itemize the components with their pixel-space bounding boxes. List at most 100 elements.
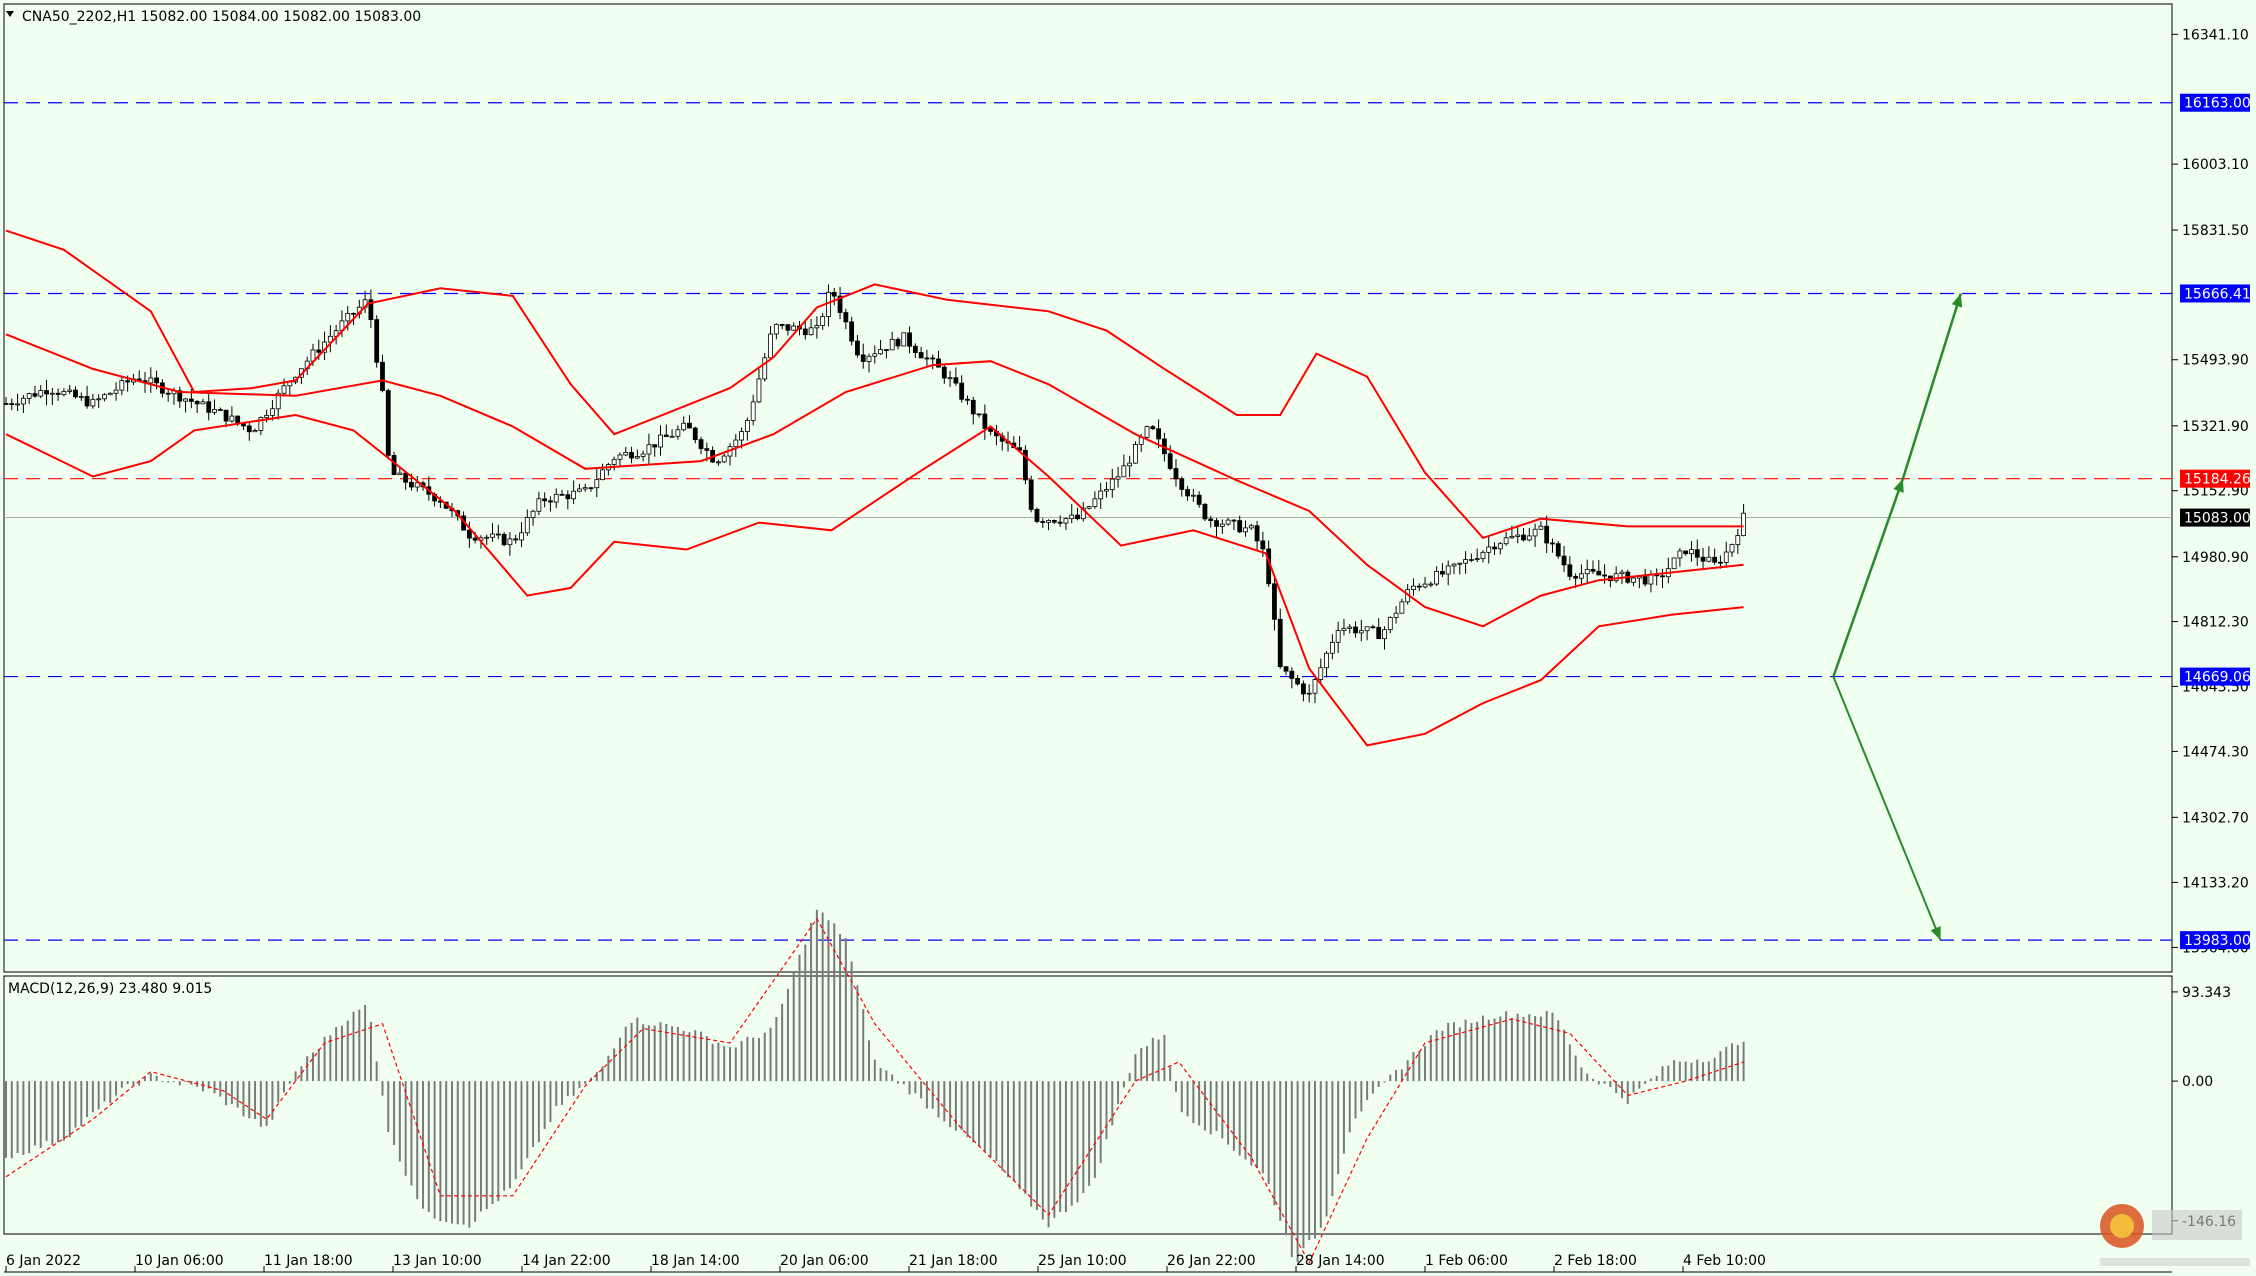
watermark-logo — [2100, 1204, 2250, 1266]
candle-body — [1706, 556, 1712, 562]
candle-body — [1208, 518, 1214, 521]
candle-body — [206, 401, 212, 413]
candle-body — [1445, 565, 1451, 575]
x-tick-label: 18 Jan 14:00 — [651, 1253, 740, 1269]
candle-body — [183, 398, 188, 402]
candle-body — [779, 324, 785, 326]
candle-body — [223, 409, 229, 422]
candle-body — [1613, 573, 1619, 582]
candle-body — [982, 413, 988, 429]
y-tick-label: 14302.70 — [2182, 810, 2249, 826]
candle-body — [1237, 520, 1243, 533]
candle-body — [658, 434, 663, 448]
candle-body — [721, 455, 727, 463]
x-tick-label: 13 Jan 10:00 — [393, 1253, 482, 1269]
level-label: 14669.06 — [2184, 670, 2251, 686]
candle-body — [611, 458, 617, 465]
candle-body — [374, 319, 380, 363]
candle-body — [32, 393, 38, 397]
candle-body — [675, 429, 681, 437]
candle-body — [55, 392, 61, 395]
x-tick-label: 6 Jan 2022 — [6, 1253, 81, 1269]
level-label-box — [2180, 508, 2250, 527]
level-label: 15083.00 — [2184, 511, 2251, 527]
candle-body — [1538, 525, 1544, 530]
candle-body — [246, 425, 252, 433]
candle-body — [820, 316, 826, 326]
candle-body — [1723, 551, 1729, 563]
candle-body — [1283, 666, 1289, 672]
candle-body — [878, 349, 883, 355]
candle-body — [414, 482, 420, 488]
candle-body — [1509, 535, 1515, 539]
candle-body — [1318, 667, 1324, 680]
candle-body — [762, 357, 768, 380]
candle-body — [837, 295, 843, 313]
candle-body — [970, 399, 976, 415]
candle-body — [1729, 544, 1735, 553]
y-tick-label: 16003.10 — [2182, 157, 2249, 173]
candle-body — [490, 533, 495, 538]
candle-body — [1248, 525, 1254, 529]
x-tick-label: 1 Feb 06:00 — [1425, 1253, 1508, 1269]
candle-body — [1567, 564, 1573, 577]
candle-body — [559, 493, 565, 496]
candle-body — [1104, 489, 1109, 492]
x-tick-label: 10 Jan 06:00 — [135, 1253, 224, 1269]
candle-body — [1202, 503, 1208, 520]
candle-body — [907, 332, 912, 347]
candle-body — [409, 481, 414, 488]
candle-body — [1579, 573, 1584, 579]
candle-body — [397, 472, 403, 476]
macd-y-tick-label: 0.00 — [2182, 1074, 2213, 1090]
collapse-triangle-icon[interactable] — [6, 11, 14, 17]
candle-body — [1289, 670, 1295, 679]
candle-body — [802, 328, 808, 336]
candle-body — [1486, 546, 1492, 553]
candle-body — [524, 517, 530, 534]
y-tick-label: 14474.30 — [2182, 744, 2249, 760]
candle-body — [1416, 585, 1422, 588]
candle-body — [959, 382, 965, 400]
candle-body — [200, 401, 206, 405]
candle-body — [1115, 476, 1121, 480]
candle-body — [1231, 519, 1237, 522]
macd-header: MACD(12,26,9) 23.480 9.015 — [8, 981, 212, 997]
level-label: 13983.00 — [2184, 933, 2251, 949]
candle-body — [1080, 507, 1086, 520]
candle-body — [634, 456, 640, 459]
candle-body — [154, 377, 159, 384]
x-tick-label: 4 Feb 10:00 — [1683, 1253, 1766, 1269]
y-tick-label: 14980.90 — [2182, 550, 2249, 566]
candle-body — [217, 409, 223, 411]
price-panel — [3, 3, 2173, 973]
bollinger-lower-band — [5, 413, 1744, 747]
candle-body — [472, 537, 478, 541]
candle-body — [1735, 535, 1741, 545]
candle-body — [1411, 585, 1416, 591]
candle-body — [1109, 478, 1115, 490]
candle-body — [1526, 535, 1532, 541]
candle-body — [623, 452, 629, 456]
y-tick-label: 15321.90 — [2182, 419, 2249, 435]
candle-body — [513, 538, 519, 541]
candle-body — [1063, 518, 1069, 524]
candle-body — [1463, 559, 1468, 564]
candle-body — [1121, 465, 1127, 478]
candle-body — [1660, 575, 1665, 578]
candle-body — [1584, 568, 1590, 575]
candle-body — [345, 312, 351, 322]
x-tick-label: 26 Jan 22:00 — [1167, 1253, 1256, 1269]
candle-body — [831, 291, 837, 297]
candle-body — [548, 500, 553, 503]
candle-body — [119, 380, 125, 391]
candle-body — [687, 422, 692, 429]
candle-body — [941, 366, 947, 379]
candle-body — [849, 321, 855, 342]
candle-body — [924, 357, 930, 360]
axes: 16341.10 16003.10 15831.50 15493.90 15321.90… — [4, 27, 2251, 1273]
candle-body — [1555, 543, 1561, 557]
candle-body — [1648, 574, 1654, 585]
candle-body — [1503, 537, 1509, 545]
